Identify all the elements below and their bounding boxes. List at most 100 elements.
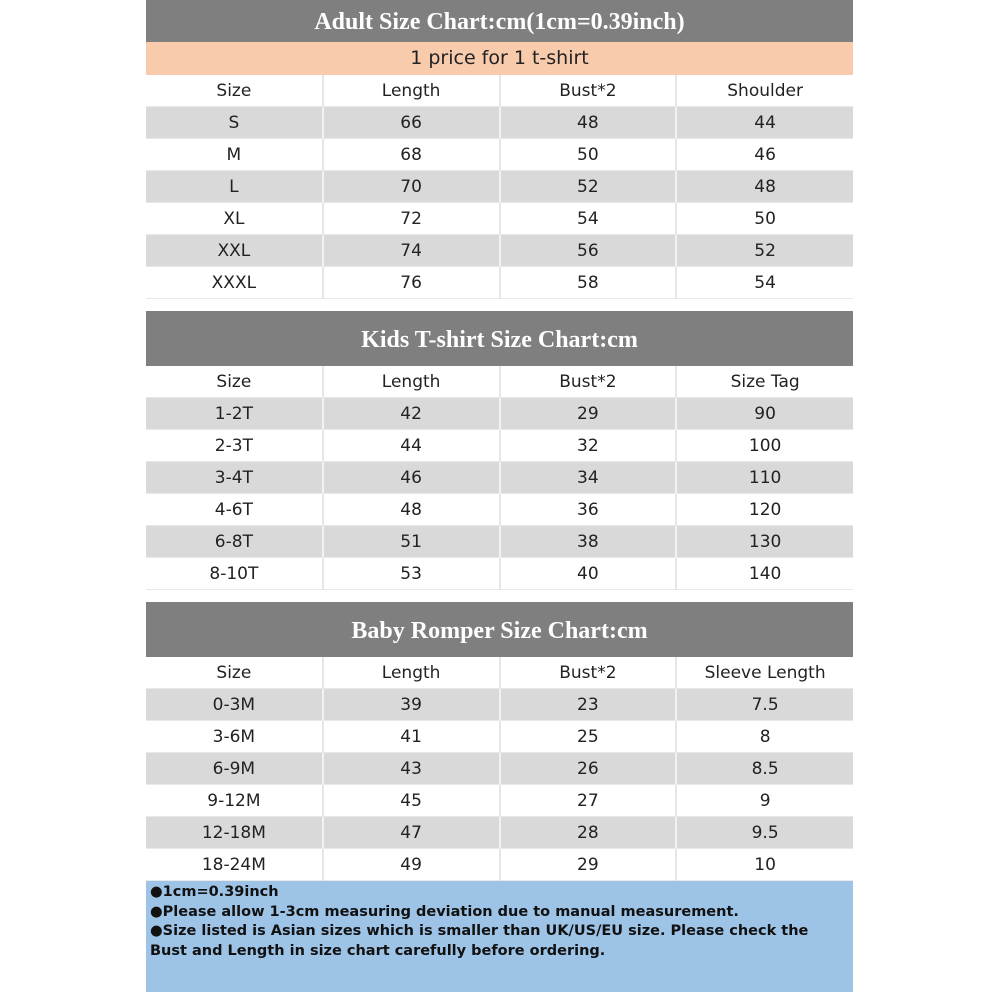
table-cell: 50 — [676, 202, 853, 235]
table-cell: 10 — [676, 848, 853, 881]
table-cell: 9-12M — [146, 784, 324, 817]
table-cell: 6-8T — [146, 525, 324, 558]
table-cell: 56 — [499, 234, 678, 267]
table-cell: 47 — [322, 816, 501, 849]
table-cell: 54 — [676, 266, 853, 299]
table-cell: 49 — [322, 848, 501, 881]
table-cell: 2-3T — [146, 429, 324, 462]
header-row: Size Length Bust*2 Sleeve Length — [146, 657, 853, 689]
table-row: L 70 52 48 — [146, 170, 853, 203]
table-cell: 46 — [322, 461, 501, 494]
table-cell: 70 — [322, 170, 501, 203]
table-cell: 72 — [322, 202, 501, 235]
table-cell: XXXL — [146, 266, 324, 299]
table-cell: 36 — [499, 493, 678, 526]
table-row: M 68 50 46 — [146, 138, 853, 171]
table-cell: 58 — [499, 266, 678, 299]
table-row: XXXL 76 58 54 — [146, 266, 853, 299]
note-line: ●1cm=0.39inch — [150, 884, 279, 900]
table-cell: 48 — [499, 106, 678, 139]
table-cell: 3-6M — [146, 720, 324, 753]
column-header: Length — [322, 366, 501, 398]
table-cell: 43 — [322, 752, 501, 785]
table-row: 4-6T 48 36 120 — [146, 493, 853, 526]
table-cell: 8 — [676, 720, 853, 753]
table-row: 18-24M 49 29 10 — [146, 848, 853, 881]
note-line: ●Please allow 1-3cm measuring deviation … — [150, 903, 739, 920]
table-cell: 120 — [676, 493, 853, 526]
table-cell: 0-3M — [146, 688, 324, 721]
column-header: Size Tag — [676, 366, 853, 398]
notes-box: ●1cm=0.39inch ●Please allow 1-3cm measur… — [146, 881, 853, 992]
table-cell: 74 — [322, 234, 501, 267]
table-row: 6-8T 51 38 130 — [146, 525, 853, 558]
table-row: XL 72 54 50 — [146, 202, 853, 235]
table-cell: 32 — [499, 429, 678, 462]
table-cell: 9 — [676, 784, 853, 817]
table-cell: 51 — [322, 525, 501, 558]
column-header: Bust*2 — [499, 657, 678, 689]
table-cell: 100 — [676, 429, 853, 462]
table-cell: 7.5 — [676, 688, 853, 721]
baby-size-chart: Baby Romper Size Chart:cm Size Length Bust… — [146, 602, 853, 881]
table-cell: 50 — [499, 138, 678, 171]
header-row: Size Length Bust*2 Size Tag — [146, 366, 853, 398]
table-cell: 76 — [322, 266, 501, 299]
adult-chart-title: Adult Size Chart:cm(1cm=0.39inch) — [146, 0, 853, 42]
header-row: Size Length Bust*2 Shoulder — [146, 75, 853, 107]
column-header: Sleeve Length — [676, 657, 853, 689]
table-row: 8-10T 53 40 140 — [146, 557, 853, 590]
table-cell: 8-10T — [146, 557, 324, 590]
column-header: Bust*2 — [499, 366, 678, 398]
table-cell: 40 — [499, 557, 678, 590]
table-cell: 18-24M — [146, 848, 324, 881]
table-cell: 9.5 — [676, 816, 853, 849]
note-line: ●Size listed is Asian sizes which is sma… — [150, 923, 809, 959]
column-header: Bust*2 — [499, 75, 678, 107]
table-row: S 66 48 44 — [146, 106, 853, 139]
kids-size-chart: Kids T-shirt Size Chart:cm Size Length Bus… — [146, 311, 853, 590]
table-cell: 46 — [676, 138, 853, 171]
table-cell: 23 — [499, 688, 678, 721]
table-row: 0-3M 39 23 7.5 — [146, 688, 853, 721]
table-cell: 39 — [322, 688, 501, 721]
table-cell: 38 — [499, 525, 678, 558]
kids-chart-title: Kids T-shirt Size Chart:cm — [146, 311, 853, 366]
table-cell: XL — [146, 202, 324, 235]
adult-chart-subtitle: 1 price for 1 t-shirt — [146, 42, 853, 75]
table-cell: 34 — [499, 461, 678, 494]
table-cell: 29 — [499, 397, 678, 430]
table-cell: 48 — [676, 170, 853, 203]
table-cell: 90 — [676, 397, 853, 430]
column-header: Size — [146, 366, 324, 398]
column-header: Shoulder — [676, 75, 853, 107]
column-header: Length — [322, 657, 501, 689]
column-header: Size — [146, 75, 324, 107]
table-cell: 42 — [322, 397, 501, 430]
adult-size-table: Size Length Bust*2 Shoulder S 66 48 44 M 68 50 46 L 7… — [146, 75, 853, 299]
table-cell: 1-2T — [146, 397, 324, 430]
table-row: 2-3T 44 32 100 — [146, 429, 853, 462]
table-cell: 52 — [499, 170, 678, 203]
table-row: 12-18M 47 28 9.5 — [146, 816, 853, 849]
table-cell: 29 — [499, 848, 678, 881]
table-row: 3-6M 41 25 8 — [146, 720, 853, 753]
column-header: Length — [322, 75, 501, 107]
table-cell: 25 — [499, 720, 678, 753]
column-header: Size — [146, 657, 324, 689]
table-cell: 45 — [322, 784, 501, 817]
baby-size-table: Size Length Bust*2 Sleeve Length 0-3M 39 23 7.5… — [146, 657, 853, 881]
table-cell: 4-6T — [146, 493, 324, 526]
table-cell: 6-9M — [146, 752, 324, 785]
table-row: 6-9M 43 26 8.5 — [146, 752, 853, 785]
table-cell: 52 — [676, 234, 853, 267]
table-row: XXL 74 56 52 — [146, 234, 853, 267]
table-cell: 130 — [676, 525, 853, 558]
table-cell: S — [146, 106, 324, 139]
table-cell: 12-18M — [146, 816, 324, 849]
table-cell: M — [146, 138, 324, 171]
baby-chart-title: Baby Romper Size Chart:cm — [146, 602, 853, 657]
table-cell: 54 — [499, 202, 678, 235]
table-cell: 53 — [322, 557, 501, 590]
table-cell: L — [146, 170, 324, 203]
